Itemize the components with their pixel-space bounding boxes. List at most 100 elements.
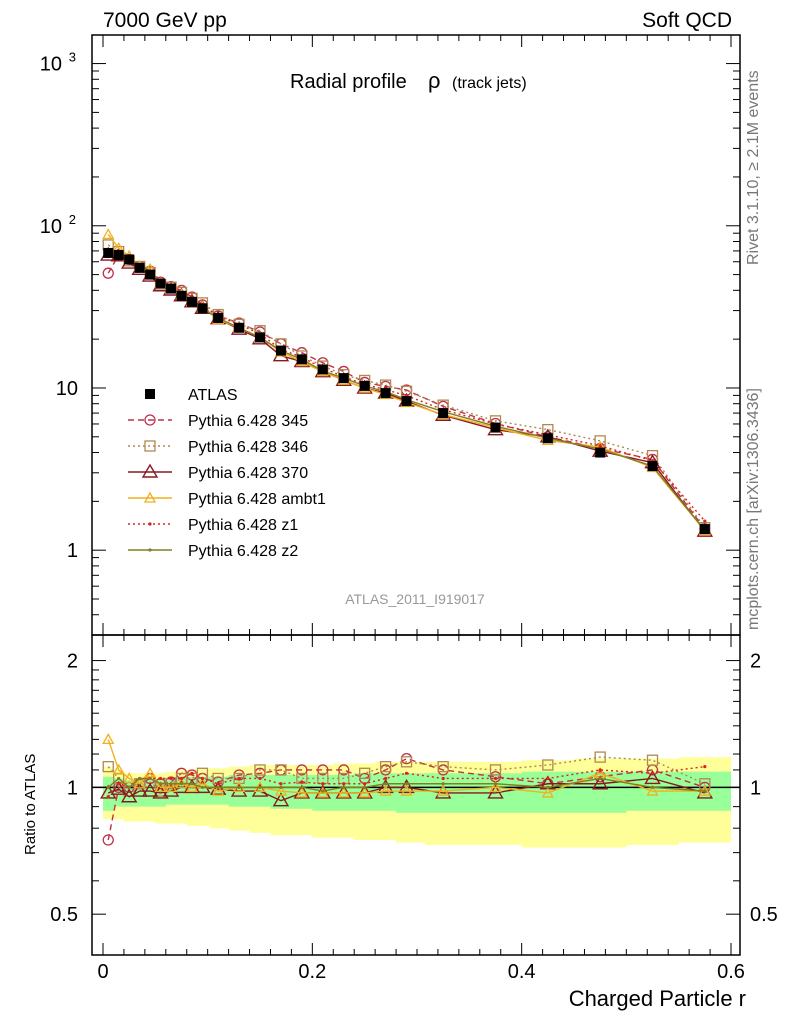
series-point-z2-ratio (598, 776, 602, 781)
atlas-data-point (155, 278, 166, 289)
ratio-y-tick-label: 2 (67, 651, 78, 673)
atlas-data-point (124, 254, 135, 265)
ratio-y-tick-label: 0.5 (50, 904, 78, 926)
series-point-z1-ratio (703, 765, 707, 769)
series-point-p346-ratio (254, 764, 266, 776)
x-tick-label: 0.6 (717, 961, 745, 983)
series-point-z2-ratio (179, 782, 184, 786)
series-point-z2-ratio (158, 782, 163, 786)
series-point-z2-ratio (441, 782, 445, 786)
beam-label: 7000 GeV pp (103, 9, 227, 32)
series-point-z1-ratio (169, 776, 173, 781)
legend-marker-atlas (145, 389, 155, 399)
series-point-p345-main (102, 267, 114, 279)
series-point-z2-ratio (493, 782, 498, 786)
series-point-z2-ratio (258, 785, 262, 789)
ratio-y-tick-label: 1 (67, 777, 78, 799)
ratio-y-tick-label-right: 2 (750, 651, 761, 673)
series-point-z1-ratio (179, 776, 184, 781)
ratio-y-tick-label-right: 1 (750, 777, 761, 799)
series-point-ambt1-ratio (112, 763, 125, 775)
atlas-data-point (338, 373, 349, 384)
series-point-z2-ratio (216, 785, 220, 789)
series-point-p346-ratio (699, 778, 711, 790)
series-point-p346-ratio (359, 767, 371, 779)
atlas-data-point (542, 433, 553, 444)
legend-marker-p370 (141, 463, 159, 478)
series-point-z2-ratio (300, 785, 304, 789)
series-point-ambt1-ratio (123, 772, 136, 784)
series-point-z2-ratio (106, 785, 110, 789)
atlas-data-point (490, 422, 501, 433)
series-point-p346-ratio (542, 759, 554, 771)
series-point-z1-ratio (546, 776, 550, 781)
series-point-p370-ratio (314, 784, 332, 799)
series-point-ambt1-ratio (274, 784, 288, 796)
atlas-data-point (113, 250, 124, 261)
series-point-z1-ratio (321, 782, 325, 786)
series-point-ambt1-ratio (185, 781, 199, 793)
atlas-data-point (647, 461, 658, 472)
series-point-z1-ratio (237, 776, 241, 781)
series-point-p370-ratio (131, 782, 148, 797)
series-point-z2-ratio (546, 785, 550, 789)
series-point-z1-ratio (216, 782, 220, 786)
ratio-axis-label: Ratio to ATLAS (22, 753, 39, 855)
y-tick-exponent: 3 (69, 50, 76, 65)
series-point-p346-ratio (275, 764, 287, 776)
x-tick-label: 0 (97, 961, 108, 983)
series-point-p370-ratio (141, 782, 159, 797)
process-label: Soft QCD (642, 9, 732, 32)
atlas-data-point (213, 313, 224, 324)
x-tick-label: 0.4 (508, 961, 536, 983)
series-point-p370-ratio (272, 792, 290, 807)
series-point-z2-ratio (363, 785, 367, 789)
atlas-data-point (296, 354, 307, 365)
series-point-z2-ratio (190, 782, 194, 786)
series-point-ambt1-ratio (646, 784, 659, 796)
analysis-watermark: ATLAS_2011_I919017 (345, 591, 485, 607)
series-point-z1-ratio (384, 776, 388, 781)
legend-label-z1: Pythia 6.428 z1 (188, 517, 298, 534)
series-line-ambt1-main (107, 234, 706, 531)
series-point-z2-ratio (321, 789, 325, 793)
series-point-p346-ratio (379, 760, 392, 773)
series-line-ambt1-ratio (107, 739, 705, 794)
legend-label-p346: Pythia 6.428 346 (188, 439, 308, 456)
series-point-z2-ratio (117, 776, 121, 781)
series-point-z1-ratio (200, 776, 205, 781)
series-line-p345-ratio (107, 757, 706, 841)
series-point-ambt1-ratio (295, 786, 308, 798)
series-point-z2-ratio (148, 776, 152, 781)
series-point-p345-ratio (296, 764, 308, 776)
atlas-data-point (699, 524, 710, 535)
series-point-p370-ratio (398, 778, 415, 794)
series-point-z1-ratio (441, 776, 445, 781)
series-point-z2-ratio (384, 782, 388, 786)
series-point-z1-ratio (117, 782, 121, 786)
series-point-ambt1-ratio (358, 786, 371, 798)
series-point-z2-ratio (342, 785, 346, 789)
series-point-p345-ratio (102, 834, 114, 846)
atlas-data-point (380, 388, 391, 399)
series-point-p370-ratio (209, 780, 227, 795)
atlas-data-point (595, 447, 606, 458)
series-point-z1-main (598, 444, 602, 448)
series-point-p346-ratio (489, 764, 502, 776)
y-tick-label: 10 (56, 378, 78, 400)
series-line-p370-ratio (107, 777, 706, 802)
series-point-z1-ratio (106, 795, 110, 799)
legend-label-atlas: ATLAS (188, 387, 238, 404)
series-point-p370-ratio (644, 770, 661, 785)
ratio-y-tick-label-right: 0.5 (750, 904, 778, 926)
series-point-p346-ratio (594, 751, 606, 763)
series-point-p370-ratio (591, 775, 609, 790)
chart-subtitle: (track jets) (452, 75, 527, 92)
chart-title: Radial profile (290, 71, 407, 93)
series-line-z1-ratio (107, 765, 705, 798)
series-point-z1-ratio (258, 776, 262, 781)
series-point-ambt1-ratio (379, 784, 392, 796)
series-line-p346-main (107, 244, 706, 529)
series-point-z1-ratio (404, 771, 409, 775)
